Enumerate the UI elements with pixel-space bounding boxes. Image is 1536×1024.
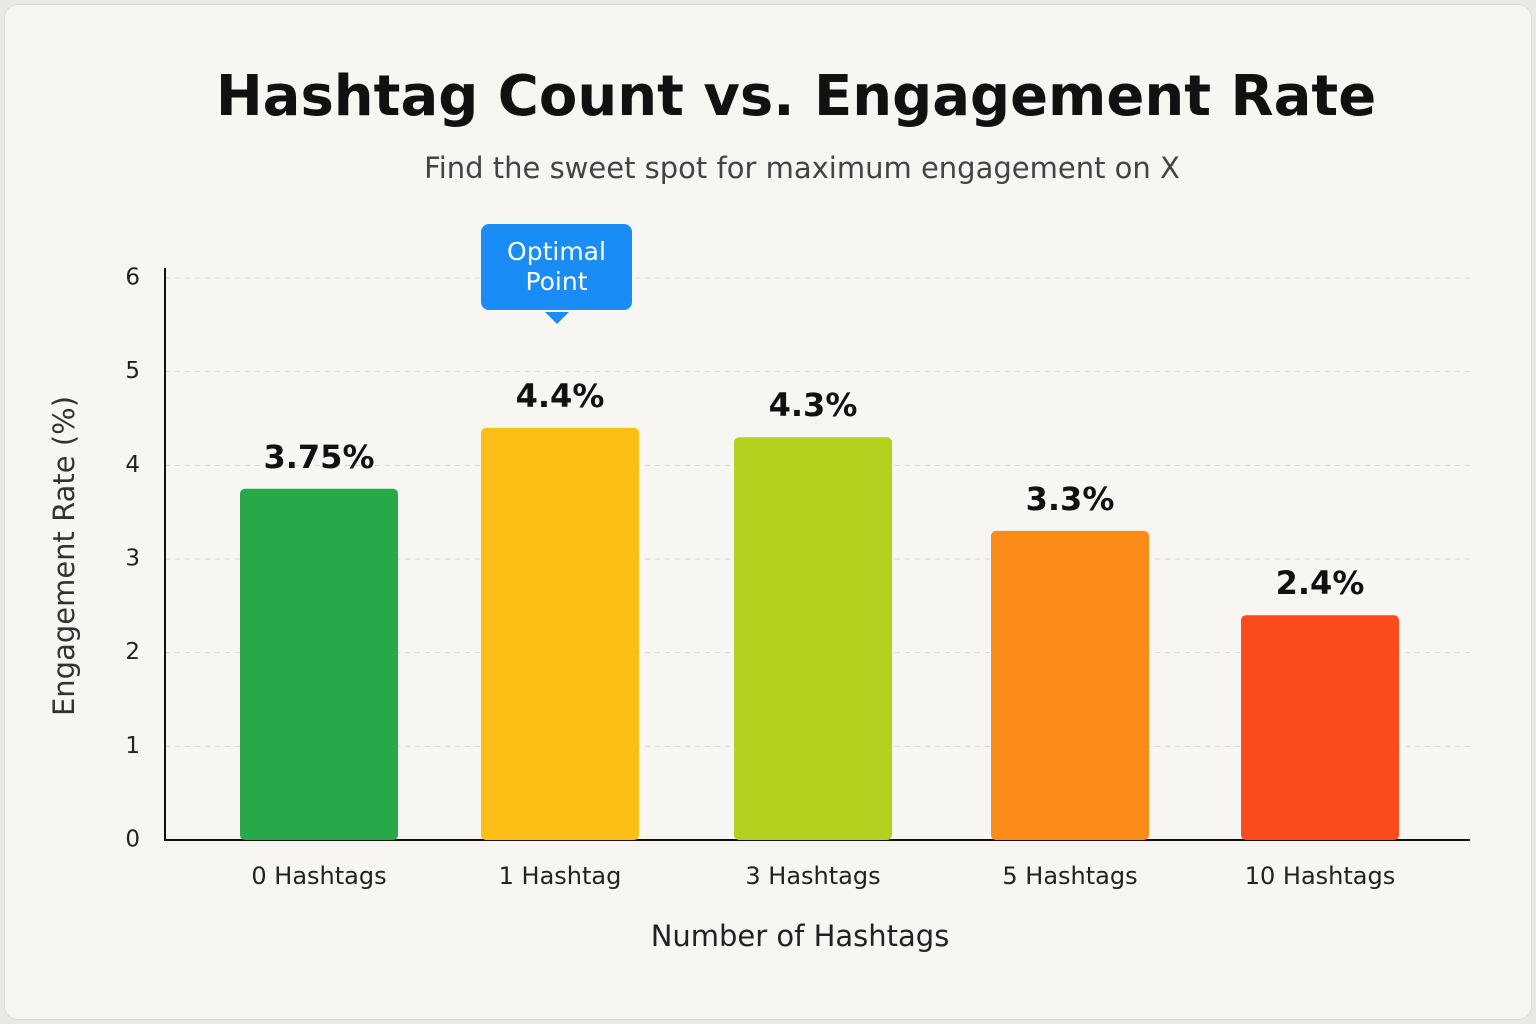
bar — [240, 488, 398, 840]
bar — [991, 530, 1149, 840]
value-label: 3.3% — [1026, 480, 1115, 518]
y-tick-label: 4 — [125, 452, 140, 478]
bar — [1241, 615, 1399, 840]
x-axis-label: Number of Hashtags — [651, 919, 950, 953]
y-tick-label: 3 — [125, 546, 140, 572]
value-label: 2.4% — [1276, 564, 1365, 602]
y-tick-label: 5 — [125, 358, 140, 384]
value-label: 3.75% — [263, 438, 374, 476]
y-tick-label: 1 — [125, 733, 140, 759]
x-tick-label: 5 Hashtags — [1002, 862, 1137, 890]
x-tick-label: 3 Hashtags — [745, 862, 880, 890]
bar — [734, 437, 892, 840]
x-tick-label: 10 Hashtags — [1245, 862, 1396, 890]
chart-title: Hashtag Count vs. Engagement Rate — [216, 64, 1376, 129]
x-tick-label: 0 Hashtags — [251, 862, 386, 890]
bar — [481, 427, 639, 840]
y-axis-label: Engagement Rate (%) — [47, 396, 81, 716]
y-tick-label: 2 — [125, 639, 140, 665]
annotation: Optimal Point — [481, 224, 632, 324]
y-tick-label: 0 — [125, 827, 140, 853]
chart-subtitle: Find the sweet spot for maximum engageme… — [424, 151, 1180, 185]
value-label: 4.4% — [516, 377, 605, 415]
y-tick-label: 6 — [125, 265, 140, 291]
x-tick-label: 1 Hashtag — [499, 862, 622, 890]
value-label: 4.3% — [769, 386, 858, 424]
